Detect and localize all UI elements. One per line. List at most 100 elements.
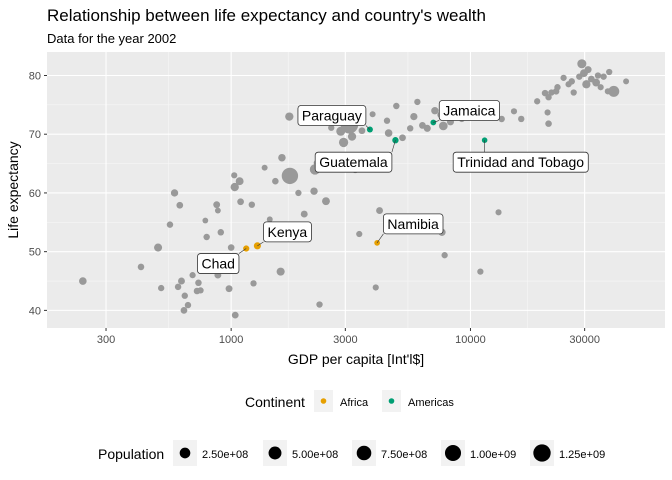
x-tick-label: 30000	[569, 334, 600, 346]
other-country-point	[498, 115, 505, 123]
size-legend-label: 5.00e+08	[292, 449, 338, 461]
label-box	[452, 151, 589, 173]
other-country-point	[213, 201, 221, 209]
other-country-point	[545, 94, 552, 101]
other-country-point	[534, 98, 541, 105]
x-tick-label: 300	[97, 334, 115, 346]
size-legend-title: Population	[98, 446, 164, 462]
other-country-point	[285, 112, 294, 121]
other-country-point	[310, 187, 318, 195]
other-country-point	[225, 285, 233, 293]
other-country-point	[369, 111, 376, 118]
other-country-point	[181, 292, 188, 299]
label-box	[197, 253, 240, 274]
size-legend-items: 2.50e+08 5.00e+08 7.50e+08 1.00e+09 1.25e+09	[173, 440, 605, 466]
label-leader-line	[433, 120, 440, 123]
other-country-point	[570, 89, 577, 96]
other-country-point	[281, 167, 299, 185]
other-country-point	[577, 59, 587, 69]
size-legend-label: 1.00e+09	[470, 449, 516, 461]
other-country-point	[137, 263, 145, 271]
other-country-point	[554, 84, 561, 91]
point-label: Jamaica	[433, 100, 500, 123]
other-country-point	[372, 284, 379, 291]
label-box	[383, 213, 444, 235]
other-country-point	[217, 229, 225, 236]
other-country-point	[518, 115, 525, 123]
x-tick-label: 10000	[455, 334, 486, 346]
other-country-point	[316, 301, 323, 308]
other-country-point	[431, 107, 439, 115]
other-country-point	[276, 267, 285, 276]
other-country-point	[495, 209, 502, 216]
color-legend-label: Americas	[408, 397, 454, 409]
point-label: Guatemala	[314, 140, 396, 173]
other-country-point	[300, 210, 308, 218]
label-box	[438, 100, 500, 121]
other-country-point	[261, 164, 268, 171]
other-country-point	[328, 124, 335, 131]
other-country-point	[195, 279, 202, 287]
axes: 40 50 60 70 80 300 1000 3000 10000 30000	[29, 70, 600, 346]
other-country-point	[423, 124, 431, 132]
color-legend-items: Africa Americas	[314, 390, 454, 412]
label-box	[297, 105, 367, 126]
other-country-point	[197, 287, 204, 294]
other-country-point	[623, 78, 630, 85]
other-country-point	[180, 307, 188, 314]
label-text: Jamaica	[443, 102, 495, 118]
x-tick-label: 1000	[219, 334, 243, 346]
other-country-point	[79, 277, 87, 285]
label-leader-line	[391, 140, 396, 153]
label-text: Chad	[201, 256, 234, 272]
other-country-point	[189, 272, 196, 279]
size-legend-label: 2.50e+08	[202, 449, 248, 461]
y-tick-label: 70	[29, 129, 41, 141]
color-legend-label: Africa	[340, 397, 369, 409]
other-country-point	[568, 78, 575, 85]
other-country-point	[582, 80, 591, 89]
color-legend: Continent Africa Americas	[245, 390, 454, 412]
other-country-point	[278, 153, 286, 162]
point-label: Kenya	[257, 221, 312, 247]
other-country-point	[560, 74, 567, 81]
other-country-point	[295, 189, 302, 197]
other-country-point	[477, 268, 484, 275]
point-label: Paraguay	[297, 105, 371, 130]
x-tick-label: 3000	[333, 334, 357, 346]
chart-title: Relationship between life expectancy and…	[47, 6, 486, 25]
label-leader-line	[365, 125, 371, 130]
label-box	[314, 151, 393, 173]
other-country-point	[235, 177, 244, 186]
other-country-point	[608, 85, 620, 97]
other-country-point	[600, 73, 607, 80]
highlighted-point	[430, 119, 437, 126]
other-country-point	[438, 121, 448, 131]
other-country-point	[510, 108, 518, 115]
other-country-point	[178, 277, 185, 285]
other-country-point	[347, 132, 357, 141]
chart-subtitle: Data for the year 2002	[47, 31, 176, 46]
other-country-point	[266, 216, 273, 223]
other-country-point	[383, 117, 391, 124]
other-country-point	[322, 197, 330, 206]
other-country-point	[166, 221, 174, 228]
highlighted-point	[253, 242, 261, 250]
other-country-point	[376, 207, 384, 215]
highlighted-point	[374, 240, 380, 246]
other-country-point	[407, 125, 414, 132]
color-legend-title: Continent	[245, 394, 305, 410]
other-country-point	[248, 201, 256, 208]
point-labels: Paraguay Jamaica Guatemala Trinidad and Tob…	[197, 100, 589, 274]
other-country-point	[170, 189, 179, 197]
other-country-point	[356, 230, 363, 238]
label-box	[263, 221, 312, 243]
y-tick-label: 50	[29, 247, 41, 259]
other-country-point	[441, 252, 448, 259]
label-text: Kenya	[268, 224, 308, 240]
other-country-point	[414, 98, 421, 106]
label-text: Namibia	[387, 216, 439, 232]
other-country-point	[174, 283, 182, 291]
other-country-point	[237, 198, 244, 206]
